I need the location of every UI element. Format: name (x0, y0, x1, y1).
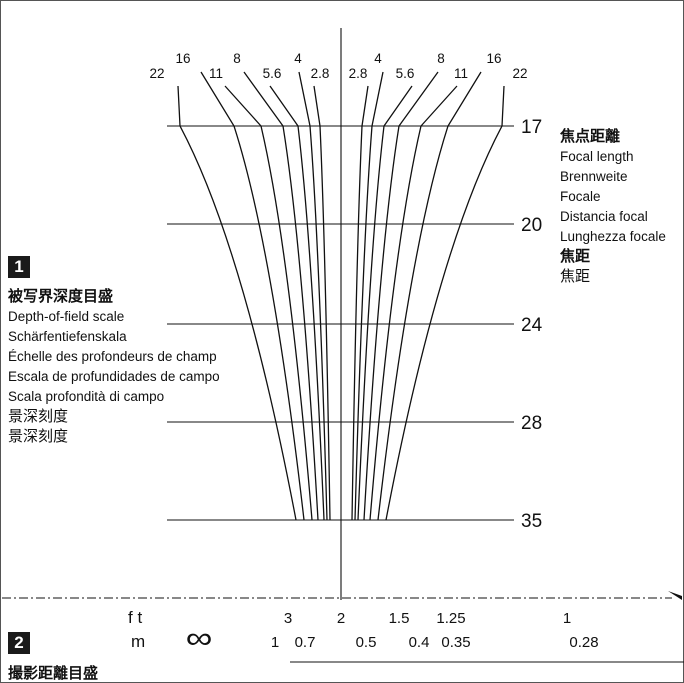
aperture-left-11: 11 (209, 66, 223, 81)
ft-value-1: 1 (563, 610, 571, 627)
distance-scale-label-ja: 撮影距離目盛 (8, 665, 99, 682)
aperture-left-22: 22 (149, 66, 164, 81)
aperture-left-5-6: 5.6 (263, 66, 282, 81)
ft-value-1-25: 1.25 (436, 610, 465, 627)
dof-label-de: Schärfentiefenskala (8, 329, 127, 344)
dof-curve-right-4 (354, 71, 384, 521)
aperture-left-2-8: 2.8 (311, 66, 330, 81)
dof-label-zh-hans: 景深刻度 (8, 408, 69, 425)
focal-value-20: 20 (521, 215, 542, 236)
dof-curve-right-2-8 (351, 85, 369, 521)
dof-label-it: Scala profondità di campo (8, 389, 165, 404)
dof-label-fr: Échelle des profondeurs de champ (8, 349, 217, 364)
distance-scale-label: 撮影距離目盛 (8, 664, 98, 683)
aperture-right-16: 16 (486, 51, 501, 66)
dof-label-ja: 被写界深度目盛 (8, 288, 114, 305)
dof-curve-left-2-8 (313, 85, 331, 521)
aperture-right-5-6: 5.6 (396, 66, 415, 81)
aperture-right-8: 8 (437, 51, 445, 66)
aperture-right-11: 11 (454, 66, 468, 81)
dof-scale-labels: 被写界深度目盛 Depth-of-field scale Schärfentie… (8, 287, 220, 447)
focal-label-it: Lunghezza focale (560, 229, 666, 244)
dof-curve-left-4 (298, 71, 328, 521)
aperture-left-16: 16 (175, 51, 190, 66)
focal-value-24: 24 (521, 315, 543, 336)
m-unit-label: m (131, 632, 145, 651)
focal-label-ja: 焦点距離 (560, 128, 621, 145)
dof-label-en: Depth-of-field scale (8, 309, 125, 324)
focal-value-28: 28 (521, 413, 542, 434)
m-value-0-28: 0.28 (569, 634, 598, 651)
ft-unit-label: f t (128, 608, 142, 627)
dof-curve-right-8 (363, 71, 439, 521)
separator-arrow-tip (668, 591, 682, 600)
section-1-badge: 1 (8, 256, 30, 278)
focal-label-en: Focal length (560, 149, 634, 164)
focal-label-zh-hans: 焦距 (560, 248, 591, 265)
dof-curve-left-16 (200, 71, 305, 521)
dof-curve-right-11 (369, 85, 458, 521)
m-value-0-35: 0.35 (441, 634, 470, 651)
ft-value-3: 3 (284, 610, 292, 627)
focal-label-fr: Focale (560, 189, 601, 204)
focal-value-35: 35 (521, 511, 542, 532)
m-value-0-5: 0.5 (356, 634, 377, 651)
dof-curve-left-11 (224, 85, 313, 521)
aperture-right-4: 4 (374, 51, 382, 66)
dof-curve-right-5-6 (357, 85, 413, 521)
infinity-symbol: ∞ (186, 621, 213, 655)
dof-curve-right-22 (385, 85, 505, 521)
m-value-0-7: 0.7 (295, 634, 316, 651)
focal-value-17: 17 (521, 117, 542, 138)
dof-curve-left-5-6 (269, 85, 325, 521)
aperture-left-8: 8 (233, 51, 241, 66)
dof-curve-right-16 (377, 71, 482, 521)
focal-label-es: Distancia focal (560, 209, 648, 224)
aperture-right-2-8: 2.8 (349, 66, 368, 81)
aperture-right-22: 22 (512, 66, 527, 81)
dof-curve-left-22 (177, 85, 297, 521)
m-value-1: 1 (271, 634, 279, 651)
focal-label-de: Brennweite (560, 169, 628, 184)
dof-label-es: Escala de profundidades de campo (8, 369, 220, 384)
ft-value-2: 2 (337, 610, 345, 627)
focal-length-labels: 焦点距離 Focal length Brennweite Focale Dist… (560, 127, 666, 287)
ft-value-1-5: 1.5 (389, 610, 410, 627)
aperture-left-4: 4 (294, 51, 302, 66)
dof-curves (177, 71, 505, 521)
focal-label-zh-hant: 焦距 (560, 268, 591, 285)
m-value-0-4: 0.4 (409, 634, 430, 651)
dof-curve-left-8 (243, 71, 319, 521)
dof-label-zh-hant: 景深刻度 (8, 428, 69, 445)
section-2-badge: 2 (8, 632, 30, 654)
